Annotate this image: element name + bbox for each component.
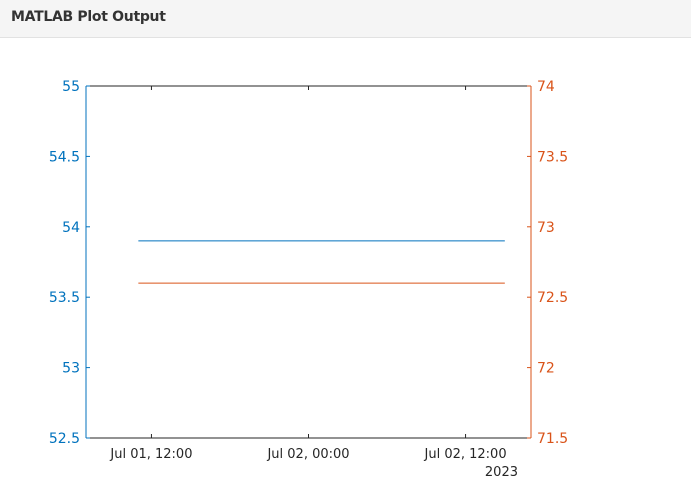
- left-y-tick-label: 55: [62, 79, 80, 95]
- right-y-tick-label: 74: [537, 79, 555, 95]
- plot-area: Jul 01, 12:00 Jul 02, 00:00 Jul 02, 12:00 2…: [0, 38, 691, 501]
- x-secondary-label: 2023: [485, 465, 518, 480]
- chart: Jul 01, 12:00 Jul 02, 00:00 Jul 02, 12:00 2…: [49, 79, 568, 480]
- x-tick-label: Jul 01, 12:00: [109, 447, 192, 462]
- left-y-tick-label: 53.5: [49, 290, 80, 306]
- right-y-tick-label: 72: [537, 361, 555, 377]
- left-y-tick-label: 54.5: [49, 149, 80, 165]
- right-y-tick-label: 73: [537, 220, 555, 236]
- left-y-tick-label: 52.5: [49, 431, 80, 447]
- x-tick-label: Jul 02, 12:00: [424, 447, 507, 462]
- right-y-tick-label: 73.5: [537, 149, 568, 165]
- title-bar: MATLAB Plot Output: [0, 0, 691, 38]
- right-y-tick-label: 71.5: [537, 431, 568, 447]
- window-title: MATLAB Plot Output: [11, 9, 166, 25]
- right-y-tick-label: 72.5: [537, 290, 568, 306]
- left-y-tick-label: 53: [62, 361, 80, 377]
- x-tick-label: Jul 02, 00:00: [266, 447, 349, 462]
- left-y-tick-label: 54: [62, 220, 80, 236]
